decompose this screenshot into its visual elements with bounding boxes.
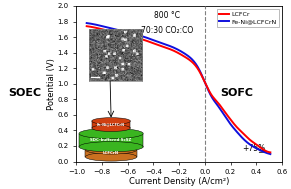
Y-axis label: Potential (V): Potential (V) [47,58,56,110]
Legend: LCFCr, Fe-Ni@LCFCrN: LCFCr, Fe-Ni@LCFCrN [217,9,279,27]
Ellipse shape [92,125,130,132]
LCFCr [107,30,111,32]
Line: Fe-Ni@LCFCrN: Fe-Ni@LCFCrN [87,23,270,154]
Ellipse shape [85,146,137,154]
Fe-Ni@LCFCrN [200,75,204,77]
LCFCr [200,76,204,78]
Fe-Ni@LCFCrN [219,108,222,110]
Text: +75%: +75% [242,144,265,153]
Text: 800 °C: 800 °C [154,11,180,20]
LCFCr [145,40,148,42]
Text: SOFC: SOFC [220,88,253,98]
Ellipse shape [79,128,143,139]
Polygon shape [79,133,143,147]
Line: LCFCr: LCFCr [87,26,270,152]
Fe-Ni@LCFCrN [158,41,161,43]
Polygon shape [85,150,137,157]
LCFCr [217,103,221,105]
Text: Fe-Ni@LCFCrN: Fe-Ni@LCFCrN [97,122,125,127]
Fe-Ni@LCFCrN [107,27,111,29]
LCFCr [85,25,88,27]
LCFCr [219,104,222,107]
Text: SDC-buffered ScSZ: SDC-buffered ScSZ [91,138,132,142]
Polygon shape [92,121,130,128]
Ellipse shape [79,142,143,152]
Fe-Ni@LCFCrN [85,22,88,24]
LCFCr [158,44,161,47]
LCFCr [269,151,272,153]
Fe-Ni@LCFCrN [269,153,272,155]
Ellipse shape [85,153,137,161]
Text: LCFCrN: LCFCrN [103,151,119,155]
X-axis label: Current Density (A/cm²): Current Density (A/cm²) [129,177,229,186]
Text: +15%: +15% [98,31,121,40]
Text: SOEC: SOEC [8,88,42,98]
Fe-Ni@LCFCrN [217,107,221,109]
Fe-Ni@LCFCrN [145,36,148,39]
Ellipse shape [92,118,130,125]
Text: 70:30 CO₂:CO: 70:30 CO₂:CO [141,26,193,35]
